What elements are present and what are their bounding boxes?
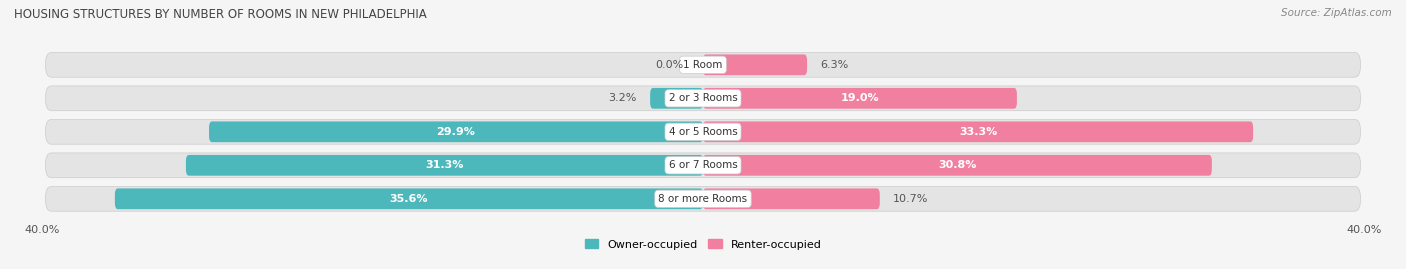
Text: 6.3%: 6.3% bbox=[820, 60, 849, 70]
FancyBboxPatch shape bbox=[45, 153, 1361, 178]
FancyBboxPatch shape bbox=[703, 54, 807, 75]
FancyBboxPatch shape bbox=[45, 119, 1361, 144]
FancyBboxPatch shape bbox=[703, 121, 1253, 142]
Text: 31.3%: 31.3% bbox=[425, 160, 464, 170]
Text: 8 or more Rooms: 8 or more Rooms bbox=[658, 194, 748, 204]
Text: 30.8%: 30.8% bbox=[938, 160, 977, 170]
FancyBboxPatch shape bbox=[45, 186, 1361, 211]
FancyBboxPatch shape bbox=[703, 88, 1017, 109]
Text: 4 or 5 Rooms: 4 or 5 Rooms bbox=[669, 127, 737, 137]
Text: HOUSING STRUCTURES BY NUMBER OF ROOMS IN NEW PHILADELPHIA: HOUSING STRUCTURES BY NUMBER OF ROOMS IN… bbox=[14, 8, 427, 21]
FancyBboxPatch shape bbox=[45, 86, 1361, 111]
FancyBboxPatch shape bbox=[703, 155, 1212, 176]
Text: 6 or 7 Rooms: 6 or 7 Rooms bbox=[669, 160, 737, 170]
Legend: Owner-occupied, Renter-occupied: Owner-occupied, Renter-occupied bbox=[581, 235, 825, 254]
FancyBboxPatch shape bbox=[45, 52, 1361, 77]
Text: 0.0%: 0.0% bbox=[655, 60, 683, 70]
Text: 3.2%: 3.2% bbox=[609, 93, 637, 103]
FancyBboxPatch shape bbox=[115, 188, 703, 209]
Text: Source: ZipAtlas.com: Source: ZipAtlas.com bbox=[1281, 8, 1392, 18]
FancyBboxPatch shape bbox=[186, 155, 703, 176]
FancyBboxPatch shape bbox=[650, 88, 703, 109]
Text: 2 or 3 Rooms: 2 or 3 Rooms bbox=[669, 93, 737, 103]
Text: 1 Room: 1 Room bbox=[683, 60, 723, 70]
Text: 29.9%: 29.9% bbox=[437, 127, 475, 137]
FancyBboxPatch shape bbox=[209, 121, 703, 142]
Text: 33.3%: 33.3% bbox=[959, 127, 997, 137]
FancyBboxPatch shape bbox=[703, 188, 880, 209]
Text: 19.0%: 19.0% bbox=[841, 93, 879, 103]
Text: 10.7%: 10.7% bbox=[893, 194, 928, 204]
Text: 35.6%: 35.6% bbox=[389, 194, 429, 204]
